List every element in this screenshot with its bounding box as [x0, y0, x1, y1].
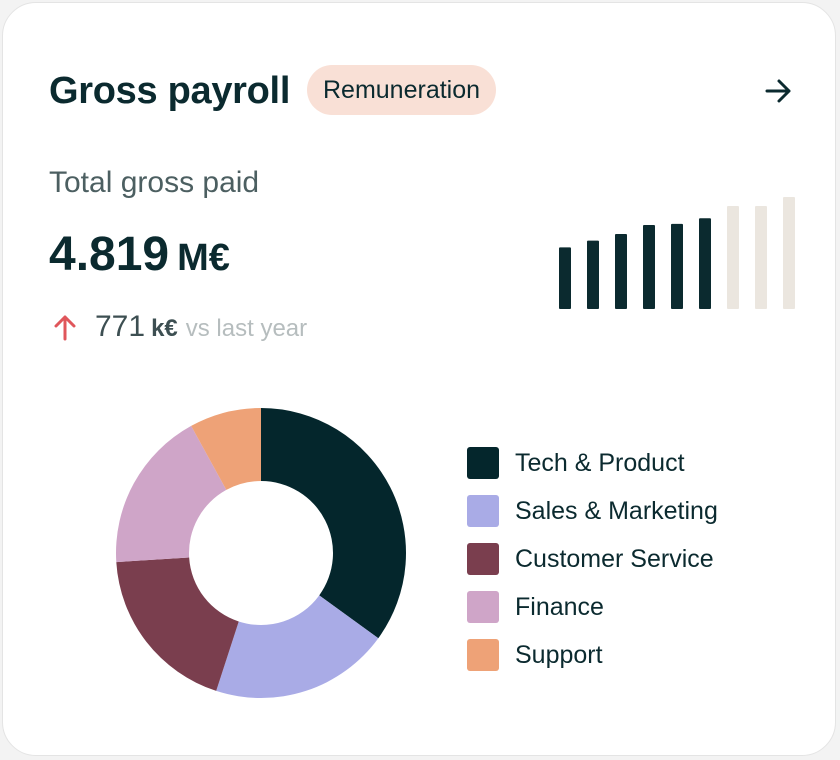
delta-comparison-note: vs last year [185, 315, 308, 342]
total-gross-label: Total gross paid [49, 166, 260, 199]
sparkline-bar [671, 223, 683, 309]
sparkline-bar [559, 247, 571, 309]
open-details-button[interactable] [755, 73, 795, 109]
year-over-year-change: 771 k€ vs last year [51, 307, 307, 347]
monthly-trend-sparkline [559, 197, 795, 309]
legend-label: Support [515, 640, 603, 669]
total-gross-value: 4.819 M€ [49, 225, 230, 296]
legend-label: Finance [515, 592, 604, 621]
donut-legend: Tech & Product Sales & Marketing Customer … [467, 439, 718, 679]
donut-slice-tech-product[interactable] [261, 408, 407, 639]
donut-slice-support[interactable] [191, 408, 261, 490]
donut-slice-customer-service[interactable] [116, 557, 239, 691]
legend-label: Tech & Product [515, 448, 685, 477]
sparkline-bar [755, 205, 767, 309]
arrow-right-icon [765, 79, 791, 103]
total-amount: 4.819 [49, 228, 170, 281]
remuneration-badge[interactable]: Remuneration [307, 65, 497, 115]
donut-slice-finance[interactable] [116, 425, 227, 563]
arrow-up-icon [54, 315, 76, 341]
legend-item[interactable]: Customer Service [467, 535, 718, 583]
legend-item[interactable]: Finance [467, 583, 718, 631]
sparkline-bar [587, 240, 599, 309]
department-donut-chart [116, 408, 407, 698]
legend-swatch [467, 495, 499, 527]
total-unit: M€ [177, 237, 230, 279]
delta-unit: k€ [151, 315, 178, 342]
legend-item[interactable]: Tech & Product [467, 439, 718, 487]
legend-label: Customer Service [515, 544, 714, 573]
card-title: Gross payroll [49, 70, 291, 112]
legend-label: Sales & Marketing [515, 496, 718, 525]
sparkline-bar [643, 225, 655, 309]
donut-slice-sales-marketing[interactable] [216, 595, 379, 698]
legend-swatch [467, 639, 499, 671]
legend-item[interactable]: Sales & Marketing [467, 487, 718, 535]
delta-amount: 771 [95, 310, 146, 343]
sparkline-bar [615, 233, 627, 309]
sparkline-bar [783, 197, 795, 309]
sparkline-bar [699, 218, 711, 309]
legend-swatch [467, 447, 499, 479]
legend-swatch [467, 591, 499, 623]
legend-swatch [467, 543, 499, 575]
legend-item[interactable]: Support [467, 631, 718, 679]
sparkline-bar [727, 205, 739, 309]
